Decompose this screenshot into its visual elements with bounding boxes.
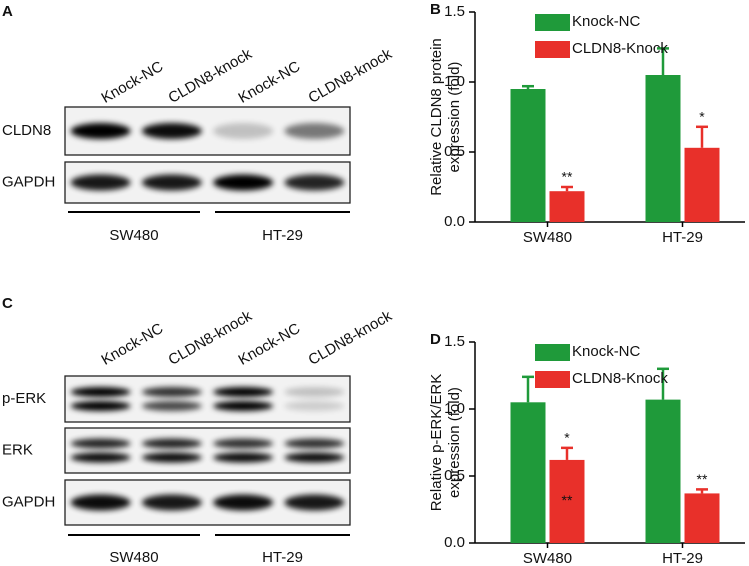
significance: ** (562, 169, 573, 185)
band (213, 494, 274, 511)
x-tick-label: HT-29 (662, 550, 703, 566)
band (284, 494, 345, 511)
panel-label: B (430, 1, 441, 18)
band (213, 387, 274, 397)
band (284, 452, 345, 463)
lane-label: CLDN8-knock (305, 307, 395, 369)
band (141, 452, 202, 463)
band (141, 387, 202, 397)
lane-label: CLDN8-knock (305, 45, 395, 107)
legend-label: Knock-NC (572, 343, 641, 360)
row-label: ERK (2, 441, 33, 458)
row-label: CLDN8 (2, 122, 51, 139)
band (70, 494, 131, 511)
y-tick-label: 0.5 (444, 467, 465, 484)
band (141, 494, 202, 511)
band (213, 401, 274, 411)
y-tick-label: 1.5 (444, 333, 465, 350)
panel-label: D (430, 331, 441, 348)
band (284, 174, 345, 191)
x-tick-label: SW480 (523, 229, 572, 246)
row-label: GAPDH (2, 173, 55, 190)
legend-swatch (535, 344, 570, 361)
band (141, 174, 202, 191)
panel-label: A (2, 3, 13, 20)
group-label: SW480 (109, 549, 158, 566)
band (70, 174, 131, 191)
band (70, 438, 131, 449)
lane-label: Knock-NC (98, 320, 166, 369)
y-axis-label: expression (fold) (446, 62, 463, 173)
bar (549, 459, 585, 543)
y-tick-label: 1.0 (444, 400, 465, 417)
band (284, 387, 345, 397)
significance: * (564, 430, 570, 446)
lane-label: Knock-NC (98, 58, 166, 107)
y-tick-label: 0.0 (444, 213, 465, 230)
legend-label: CLDN8-Knock (572, 40, 668, 57)
legend-label: Knock-NC (572, 13, 641, 30)
significance: ** (697, 471, 708, 487)
bar (645, 75, 681, 222)
blot-box (64, 427, 351, 474)
band (213, 174, 274, 191)
band (213, 452, 274, 463)
legend-swatch (535, 14, 570, 31)
bar (684, 493, 720, 543)
bar (510, 89, 546, 222)
band (141, 123, 202, 139)
bar (645, 399, 681, 543)
legend-swatch (535, 371, 570, 388)
band (284, 438, 345, 449)
y-tick-label: 0.0 (444, 534, 465, 551)
band (70, 123, 131, 139)
x-tick-label: HT-29 (662, 229, 703, 246)
y-axis-label: Relative p-ERK/ERK (428, 374, 445, 512)
group-label: HT-29 (262, 549, 303, 566)
y-axis-label: expression (fold) (446, 387, 463, 498)
band (213, 123, 274, 139)
band (141, 401, 202, 411)
group-label: SW480 (109, 227, 158, 244)
band (213, 438, 274, 449)
y-tick-label: 1.0 (444, 73, 465, 90)
band (70, 387, 131, 397)
row-label: p-ERK (2, 390, 46, 407)
x-tick-label: SW480 (523, 550, 572, 566)
band (70, 401, 131, 411)
panel-label: C (2, 295, 13, 312)
group-label: HT-29 (262, 227, 303, 244)
band (284, 123, 345, 139)
significance: * (699, 109, 705, 125)
row-label: GAPDH (2, 493, 55, 510)
bar (549, 191, 585, 222)
band (70, 452, 131, 463)
legend-label: CLDN8-Knock (572, 370, 668, 387)
bar (510, 402, 546, 543)
blot-box (64, 375, 351, 423)
y-tick-label: 1.5 (444, 3, 465, 20)
band (141, 438, 202, 449)
band (284, 401, 345, 411)
bar (684, 147, 720, 222)
y-axis-label: Relative CLDN8 protein (428, 38, 445, 196)
y-tick-label: 0.5 (444, 143, 465, 160)
legend-swatch (535, 41, 570, 58)
significance: ** (562, 492, 573, 508)
